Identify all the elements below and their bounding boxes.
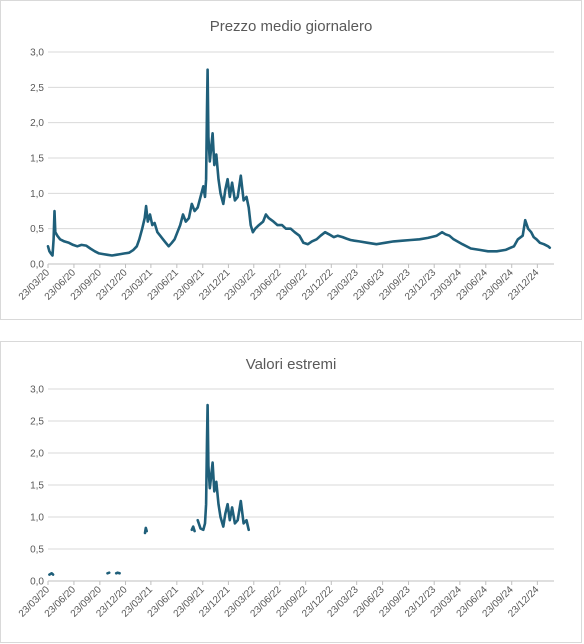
- y-tick-label: 0,0: [30, 577, 44, 588]
- series: [46, 68, 552, 257]
- x-axis-ticks: 23/03/2023/06/2023/09/2023/12/2023/03/21…: [17, 584, 542, 620]
- series-line: [48, 572, 55, 576]
- series-line: [196, 403, 250, 532]
- chart-prezzo-medio: Prezzo medio giornalero 0,0 0,5 1,0 1,5 2,0 2…: [17, 18, 554, 303]
- y-tick-label: 2,5: [30, 417, 44, 428]
- chart-panel-valori-estremi: Valori estremi 0,0 0,5 1,0 1,5 2,0 2,5 3,0 23/…: [0, 341, 582, 643]
- y-axis-ticks: 0,0 0,5 1,0 1,5 2,0 2,5 3,0: [30, 385, 44, 588]
- y-tick-label: 0,5: [30, 224, 44, 235]
- y-tick-label: 1,0: [30, 513, 44, 524]
- y-tick-label: 3,0: [30, 385, 44, 396]
- y-tick-label: 1,0: [30, 189, 44, 200]
- series: [48, 403, 250, 576]
- series-line: [190, 525, 196, 533]
- chart-title: Prezzo medio giornalero: [210, 18, 373, 35]
- series-line: [114, 571, 121, 575]
- series-line: [106, 571, 111, 575]
- gridlines: [47, 51, 554, 268]
- series-line: [143, 526, 148, 535]
- y-tick-label: 3,0: [30, 48, 44, 59]
- y-tick-label: 1,5: [30, 481, 44, 492]
- y-axis-ticks: 0,0 0,5 1,0 1,5 2,0 2,5 3,0: [30, 48, 44, 271]
- chart-panel-prezzo-medio: Prezzo medio giornalero 0,0 0,5 1,0 1,5 2,0 2…: [0, 0, 582, 320]
- y-tick-label: 0,0: [30, 260, 44, 271]
- chart-title: Valori estremi: [246, 356, 337, 373]
- y-tick-label: 2,0: [30, 449, 44, 460]
- y-tick-label: 0,5: [30, 545, 44, 556]
- x-axis-ticks: 23/03/2023/06/2023/09/2023/12/2023/03/21…: [17, 267, 542, 303]
- y-tick-label: 2,5: [30, 83, 44, 94]
- series-line: [46, 68, 552, 257]
- y-tick-label: 2,0: [30, 118, 44, 129]
- y-tick-label: 1,5: [30, 154, 44, 165]
- gridlines: [47, 388, 554, 585]
- chart-valori-estremi: Valori estremi 0,0 0,5 1,0 1,5 2,0 2,5 3,0 23/…: [17, 356, 554, 620]
